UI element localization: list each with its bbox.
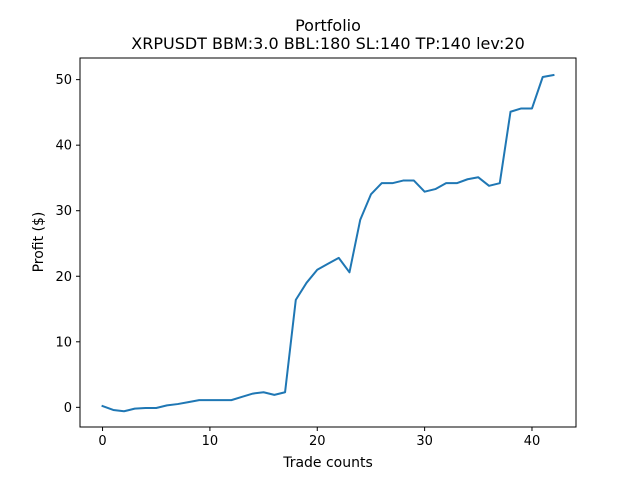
data-point — [477, 176, 479, 178]
chart-title: Portfolio — [295, 16, 361, 35]
data-point — [391, 182, 393, 184]
data-point — [542, 76, 544, 78]
data-point — [338, 257, 340, 259]
x-tick-label: 10 — [202, 434, 219, 449]
data-point — [456, 182, 458, 184]
data-point — [306, 282, 308, 284]
y-axis-label: Profit ($) — [31, 212, 47, 273]
data-point — [187, 401, 189, 403]
y-tick-label: 0 — [64, 401, 72, 416]
data-point — [499, 182, 501, 184]
data-point — [123, 410, 125, 412]
y-tick-label: 20 — [55, 270, 72, 285]
data-point — [327, 263, 329, 265]
data-point — [381, 182, 383, 184]
data-point — [434, 188, 436, 190]
data-point — [467, 178, 469, 180]
data-point — [424, 191, 426, 193]
x-axis-label: Trade counts — [282, 455, 373, 471]
data-point — [520, 107, 522, 109]
data-point — [370, 193, 372, 195]
data-point — [230, 399, 232, 401]
data-point — [198, 399, 200, 401]
data-point — [112, 409, 114, 411]
data-point — [166, 404, 168, 406]
data-point — [359, 219, 361, 221]
data-point — [134, 408, 136, 410]
data-point — [252, 393, 254, 395]
data-point — [177, 403, 179, 405]
data-point — [402, 180, 404, 182]
data-point — [531, 107, 533, 109]
x-tick-label: 20 — [309, 434, 326, 449]
x-tick-label: 40 — [524, 434, 541, 449]
data-point — [241, 396, 243, 398]
data-point — [273, 394, 275, 396]
y-tick-label: 40 — [55, 139, 72, 154]
data-point — [295, 299, 297, 301]
data-point — [220, 399, 222, 401]
data-point — [348, 271, 350, 273]
x-tick-label: 0 — [98, 434, 106, 449]
data-point — [209, 399, 211, 401]
x-tick-label: 30 — [416, 434, 433, 449]
data-point — [263, 391, 265, 393]
data-point — [155, 407, 157, 409]
data-point — [102, 405, 104, 407]
data-point — [510, 111, 512, 113]
data-point — [413, 180, 415, 182]
y-tick-label: 50 — [55, 73, 72, 88]
chart-subtitle: XRPUSDT BBM:3.0 BBL:180 SL:140 TP:140 le… — [131, 34, 525, 53]
data-point — [445, 182, 447, 184]
data-point — [552, 74, 554, 76]
data-point — [144, 407, 146, 409]
y-tick-label: 30 — [55, 204, 72, 219]
data-point — [488, 185, 490, 187]
data-point — [284, 391, 286, 393]
data-point — [316, 269, 318, 271]
y-tick-label: 10 — [55, 335, 72, 350]
